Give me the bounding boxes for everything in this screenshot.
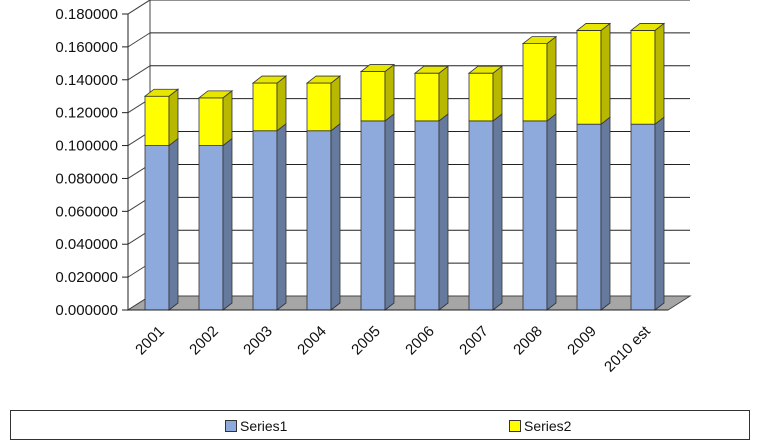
x-tick-label: 2006 xyxy=(402,323,438,359)
y-tick-label: 0.160000 xyxy=(55,39,118,56)
bar-2008-series1 xyxy=(522,120,548,311)
bar-2002-series2-top xyxy=(197,90,234,99)
bar-2001-series1-side xyxy=(168,137,179,311)
bars xyxy=(143,22,666,311)
bar-2001-series2-side xyxy=(168,88,179,147)
y-tick-label: 0.020000 xyxy=(55,269,118,286)
legend-item-series1: Series1 xyxy=(225,418,287,434)
bar-2010-est-series1 xyxy=(630,123,656,311)
bar-2003-series1-side xyxy=(276,122,287,311)
bar-2005-series2 xyxy=(360,71,386,122)
legend-label-series1: Series1 xyxy=(240,418,288,434)
bar-2002-series1-side xyxy=(222,137,233,311)
y-tick-label: 0.120000 xyxy=(55,105,118,122)
x-axis: 2001 2002 2003 2004 2005 2006 2007 2008 2009 2010… xyxy=(128,309,668,376)
bar-2007-series2 xyxy=(468,72,494,122)
x-tick-label: 2008 xyxy=(510,323,546,359)
y-tick-label: 0.040000 xyxy=(55,236,118,253)
x-tick-label: 2003 xyxy=(240,323,276,359)
y-tick-label: 0.080000 xyxy=(55,170,118,187)
bar-2009-series2 xyxy=(576,30,602,125)
y-tick-label: 0.000000 xyxy=(55,302,118,319)
x-tick-label: 2001 xyxy=(132,323,168,359)
gridline-diagonal xyxy=(127,65,151,81)
bar-2007-series2-top xyxy=(467,65,504,74)
bar-2008-series2-side xyxy=(546,35,557,122)
legend-label-series2: Series2 xyxy=(524,418,572,434)
gridline-diagonal xyxy=(127,32,151,48)
legend-swatch-series2 xyxy=(509,420,521,432)
bar-2010-est-series2-top xyxy=(629,23,666,31)
bar-2003-series2-top xyxy=(251,75,288,84)
bar-2006-series1 xyxy=(414,120,440,311)
bar-2006-series2-side xyxy=(438,65,449,122)
bar-2007-series1-side xyxy=(492,113,503,311)
bar-2001-series1 xyxy=(144,145,170,311)
bar-2010-est-series2 xyxy=(630,30,656,125)
bar-2006-series1-side xyxy=(438,113,449,311)
bar-2007-series1 xyxy=(468,120,494,311)
gridline-diagonal xyxy=(127,0,151,15)
bar-2003-series2-side xyxy=(276,75,287,132)
y-tick-label: 0.060000 xyxy=(55,203,118,220)
y-axis: 0.000000 0.020000 0.040000 0.060000 0.080000… xyxy=(55,6,129,319)
bar-2005-series2-side xyxy=(384,63,395,122)
bar-2007-series2-side xyxy=(492,65,503,122)
bar-2004-series1-side xyxy=(330,122,341,311)
bar-2003-series2 xyxy=(252,82,278,132)
bar-2004-series2-top xyxy=(305,75,342,84)
bar-2003-series1 xyxy=(252,130,278,311)
bar-2002-series2-side xyxy=(222,90,233,147)
x-tick-label: 2007 xyxy=(456,323,492,359)
bar-2002-series1 xyxy=(198,145,224,311)
legend: Series1 Series2 xyxy=(10,410,750,440)
bar-2004-series1 xyxy=(306,130,332,311)
y-tick-label: 0.100000 xyxy=(55,138,118,155)
bar-2008-series2 xyxy=(522,43,548,122)
bar-2002-series2 xyxy=(198,97,224,146)
bar-2001-series2 xyxy=(144,95,170,146)
bar-2010-est-series1-side xyxy=(654,116,665,311)
bar-2004-series2-side xyxy=(330,75,341,132)
legend-item-series2: Series2 xyxy=(509,418,571,434)
bar-2009-series2-side xyxy=(600,22,611,125)
x-tick-label: 2004 xyxy=(294,323,330,359)
x-tick-label: 2005 xyxy=(348,323,384,359)
y-tick-label: 0.140000 xyxy=(55,72,118,89)
x-tick-label: 2002 xyxy=(186,323,222,359)
bar-2001-series2-top xyxy=(143,88,180,97)
bar-2005-series2-top xyxy=(359,64,396,72)
x-tick-label: 2009 xyxy=(564,323,600,359)
bar-2010-est-series2-side xyxy=(654,22,665,125)
bar-2009-series2-top xyxy=(575,23,612,31)
bar-2006-series2-top xyxy=(413,65,450,74)
y-tick-label: 0.180000 xyxy=(55,6,118,23)
x-tick-label: 2010 est xyxy=(601,322,654,375)
bar-2009-series1 xyxy=(576,123,602,311)
bar-2005-series1-side xyxy=(384,113,395,311)
bar-2004-series2 xyxy=(306,82,332,132)
bar-2006-series2 xyxy=(414,72,440,122)
bar-2008-series1-side xyxy=(546,113,557,311)
bar-2009-series1-side xyxy=(600,116,611,311)
bar-2008-series2-top xyxy=(521,36,558,44)
stacked-bar-chart: 0.000000 0.020000 0.040000 0.060000 0.080000… xyxy=(55,0,692,376)
bar-2005-series1 xyxy=(360,120,386,311)
legend-swatch-series1 xyxy=(225,420,237,432)
